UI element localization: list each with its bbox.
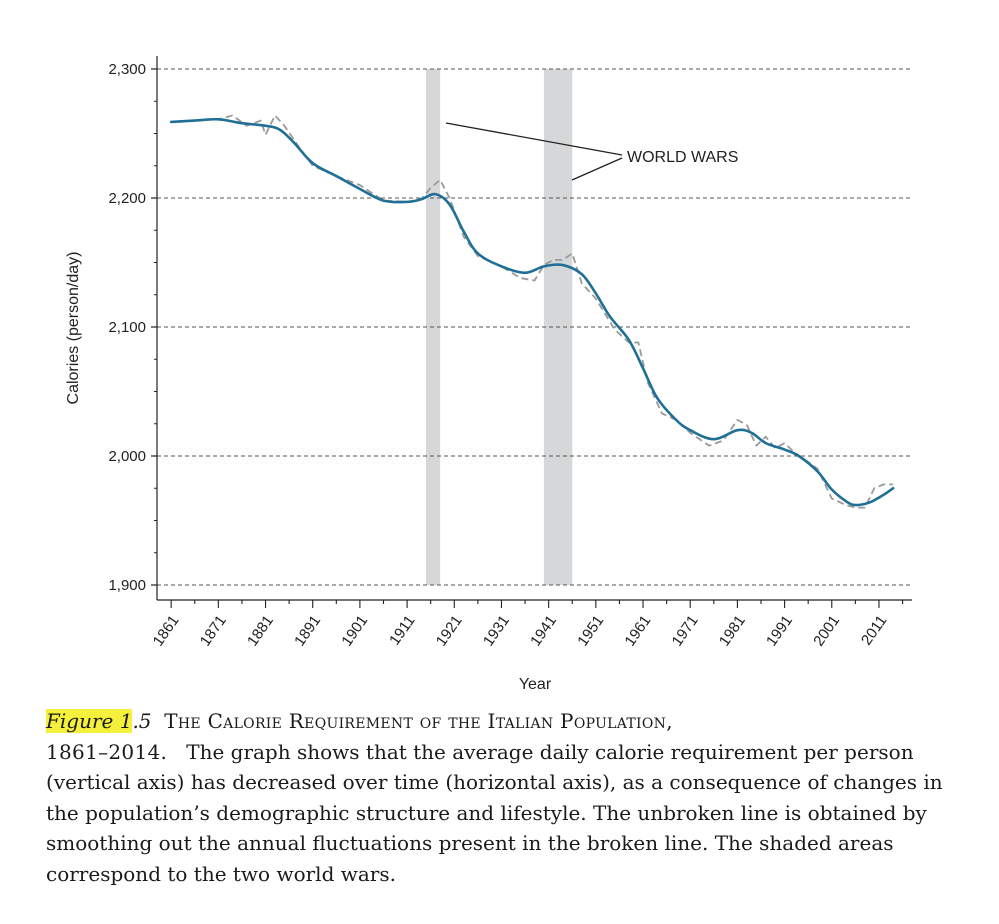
x-tick-label-1971: 1971	[669, 612, 702, 649]
axes	[156, 56, 912, 601]
x-tick-label-1961: 1961	[621, 612, 654, 649]
figure-label-rest: .5	[132, 709, 152, 733]
x-tick-label-1861: 1861	[150, 612, 183, 649]
y-tick-label-2000: 2,000	[108, 448, 146, 465]
x-tick-label-2001: 2001	[810, 612, 843, 649]
x-tick-label-1981: 1981	[716, 612, 749, 649]
x-ticks: 1861 1871 1881 1891 1901 1911 1921 1931 1941 1951…	[150, 600, 904, 649]
x-tick-label-1881: 1881	[244, 612, 277, 649]
x-tick-label-1941: 1941	[527, 612, 560, 649]
figure-label-highlight: Figure 1	[46, 709, 133, 733]
y-ticks: 1,900 2,000 2,100 2,200 2,300	[108, 61, 157, 594]
gridlines	[157, 68, 912, 586]
figure-label: Figure 1.5	[46, 709, 152, 733]
x-tick-label-1991: 1991	[763, 612, 796, 649]
y-tick-label-2300: 2,300	[108, 61, 146, 78]
figure-title-years: 1861–2014.	[46, 739, 168, 764]
annotation: WORLD WARS	[445, 122, 738, 181]
annotation-pointer-ww2	[571, 157, 623, 181]
series	[169, 114, 895, 509]
figure-title: The Calorie Requirement of the Italian P…	[164, 709, 673, 733]
x-tick-label-2011: 2011	[858, 612, 890, 648]
x-tick-label-1901: 1901	[338, 612, 371, 649]
y-tick-label-2200: 2,200	[108, 190, 146, 207]
y-tick-label-1900: 1,900	[108, 577, 146, 594]
y-tick-label-2100: 2,100	[108, 319, 146, 336]
x-axis-title: Year	[519, 676, 552, 693]
x-tick-label-1911: 1911	[386, 612, 418, 648]
x-tick-label-1921: 1921	[433, 612, 466, 649]
figure-caption-body: The graph shows that the average daily c…	[46, 739, 943, 886]
x-tick-label-1931: 1931	[480, 612, 513, 649]
x-tick-label-1891: 1891	[291, 612, 324, 649]
x-tick-label-1871: 1871	[197, 612, 230, 649]
x-tick-label-1951: 1951	[574, 612, 607, 649]
y-axis-title: Calories (person/day)	[65, 252, 82, 405]
series-smoothed-line	[169, 117, 895, 507]
annotation-pointer-ww1	[445, 122, 623, 156]
figure-caption: Figure 1.5 The Calorie Requirement of th…	[46, 706, 946, 889]
annotation-label: WORLD WARS	[627, 149, 738, 166]
